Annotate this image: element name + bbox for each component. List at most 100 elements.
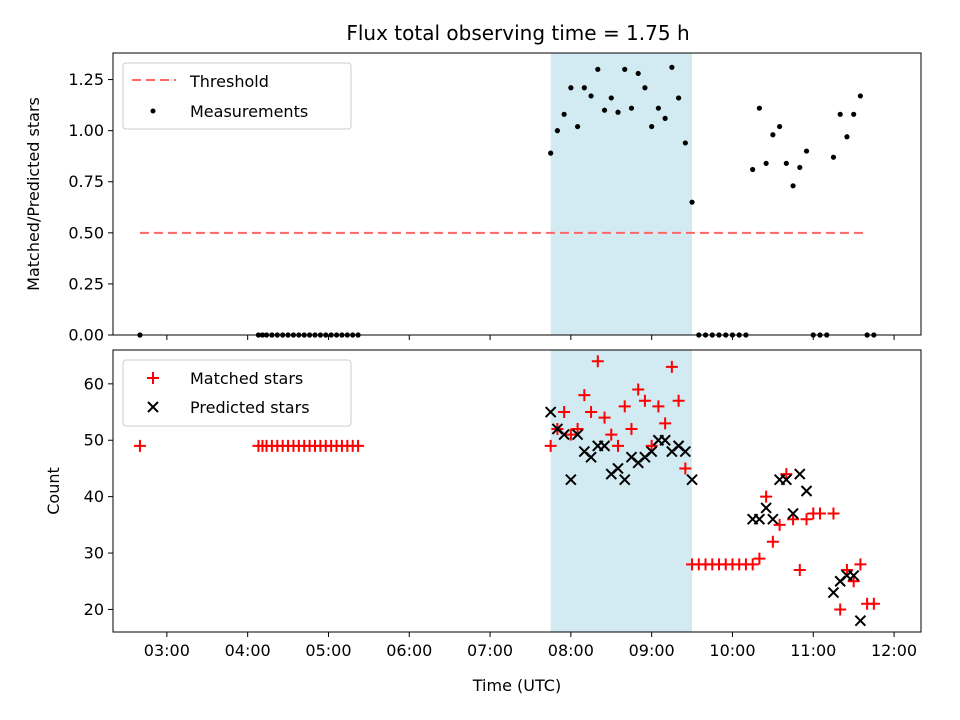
measurement-point: [615, 109, 621, 115]
matched-star-point: [854, 558, 867, 571]
bottom-legend: Matched stars Predicted stars: [122, 359, 352, 427]
predicted-star-point: [800, 485, 813, 497]
x-tick-label: 10:00: [709, 641, 755, 660]
legend-threshold-label: Threshold: [189, 72, 269, 91]
measurement-point: [763, 160, 769, 166]
matched-star-point: [766, 535, 779, 548]
measurement-point: [608, 95, 614, 101]
measurement-point: [756, 105, 763, 111]
highlight-span: [550, 53, 693, 335]
matched-star-point: [780, 468, 793, 481]
predicted-star-point: [612, 462, 624, 475]
matched-star-point: [585, 406, 598, 419]
measurement-point: [588, 93, 594, 99]
matched-star-point: [847, 575, 860, 588]
matched-star-point: [645, 439, 658, 452]
x-tick-label: 07:00: [467, 641, 513, 660]
y-tick-label: 60: [84, 374, 104, 393]
top-legend-box: [122, 62, 352, 130]
matched-star-point: [814, 507, 826, 520]
matched-star-point: [598, 411, 611, 424]
matched-star-point: [773, 518, 786, 531]
matched-star-point: [760, 490, 773, 503]
measurement-point: [770, 132, 776, 138]
measurement-point: [561, 111, 567, 117]
x-tick-label: 11:00: [790, 641, 836, 660]
top-y-axis-label: Matched/Predicted stars: [24, 97, 43, 291]
top-panel: 0.00 0.25 0.50 0.75 1.00 1.25 Matched/Predict…: [24, 52, 922, 345]
measurement-point: [851, 111, 857, 117]
matched-star-point: [679, 462, 692, 475]
x-tick-label: 03:00: [144, 641, 190, 660]
top-data: [137, 64, 877, 338]
y-tick-label: 0.75: [68, 172, 104, 191]
predicted-star-point: [686, 474, 698, 486]
measurement-point: [628, 105, 635, 111]
bottom-legend-box: [122, 359, 352, 427]
highlight-span: [550, 350, 693, 632]
matched-star-point: [793, 563, 806, 576]
predicted-star-point: [753, 513, 766, 525]
measurement-point: [682, 140, 688, 146]
matched-star-point: [638, 394, 651, 407]
matched-star-point: [605, 428, 618, 441]
measurement-point: [797, 164, 803, 171]
predicted-star-point: [544, 406, 557, 418]
measurement-point: [689, 199, 695, 205]
predicted-star-point: [619, 474, 631, 486]
top-legend: Threshold Measurements: [122, 62, 352, 130]
measurement-point: [669, 64, 675, 70]
predicted-star-point: [847, 569, 860, 582]
matched-star-point: [544, 439, 557, 452]
predicted-star-point: [794, 468, 806, 480]
measurement-point: [655, 105, 662, 111]
x-tick-label: 09:00: [629, 641, 675, 660]
predicted-star-point: [679, 445, 692, 458]
measurement-point: [601, 107, 608, 113]
legend-matched-swatch: [147, 372, 159, 384]
x-tick-label: 06:00: [386, 641, 432, 660]
predicted-star-point: [659, 434, 671, 446]
predicted-star-point: [767, 513, 779, 525]
matched-star-point: [840, 563, 853, 576]
matched-star-point: [867, 597, 880, 610]
bottom-x-axis: 03:00 04:00 05:00 06:00 07:00 08:00 09:00 10:00…: [144, 632, 917, 660]
predicted-star-point: [760, 502, 772, 514]
y-tick-label: 0.50: [68, 223, 104, 242]
x-tick-label: 05:00: [305, 641, 351, 660]
top-axes-frame: [112, 52, 922, 336]
bottom-panel: 20 30 40 50 60 03:00 04:00 05:00 06:00 07:00 08:0…: [44, 349, 922, 695]
measurement-point: [635, 70, 641, 77]
measurement-point: [783, 160, 789, 166]
matched-star-point: [665, 360, 678, 373]
y-tick-label: 50: [84, 431, 104, 450]
matched-star-point: [591, 355, 604, 368]
bottom-y-axis: 20 30 40 50 60: [84, 374, 113, 619]
matched-star-point: [659, 417, 672, 430]
predicted-star-point: [565, 474, 577, 486]
matched-star-point: [800, 513, 813, 526]
y-tick-label: 0.25: [68, 274, 104, 293]
legend-matched-label: Matched stars: [190, 369, 303, 388]
y-tick-label: 30: [84, 544, 104, 563]
matched-star-point: [133, 439, 146, 452]
legend-predicted-swatch: [147, 401, 159, 413]
measurement-point: [803, 148, 810, 154]
x-tick-label: 12:00: [871, 641, 917, 660]
matched-star-point: [571, 422, 584, 435]
measurement-point: [676, 95, 682, 101]
x-tick-label: 08:00: [548, 641, 594, 660]
measurement-point: [642, 85, 648, 91]
matched-star-point: [618, 400, 631, 413]
y-tick-label: 1.00: [68, 121, 104, 140]
measurement-point: [837, 111, 843, 117]
measurement-point: [790, 183, 796, 189]
measurement-point: [750, 166, 756, 173]
measurement-point: [777, 123, 783, 130]
matched-star-point: [672, 394, 685, 407]
matched-star-point: [612, 439, 624, 452]
bottom-axes-frame: [112, 349, 922, 633]
bottom-data: [133, 355, 880, 627]
y-tick-label: 1.25: [68, 70, 104, 89]
measurement-point: [554, 128, 561, 134]
